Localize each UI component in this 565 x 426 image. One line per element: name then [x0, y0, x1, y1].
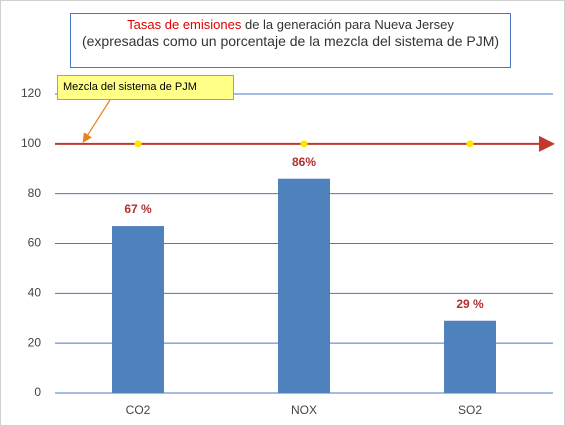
- chart-title: de la generación para Nueva Jersey: [244, 17, 454, 32]
- y-tick-label: 120: [21, 86, 41, 100]
- reference-marker: [134, 140, 142, 148]
- x-tick-label: NOX: [291, 403, 317, 417]
- data-label: 67 %: [124, 202, 152, 216]
- bar: [278, 178, 330, 393]
- annotation: Mezcla del sistema de PJM: [57, 75, 234, 100]
- annotation-arrow: [82, 99, 111, 143]
- chart-title-highlight: Tasas de emisiones: [127, 17, 242, 32]
- data-label: 86%: [292, 155, 316, 169]
- x-tick-label: CO2: [126, 403, 151, 417]
- x-tick-label: SO2: [458, 403, 482, 417]
- y-tick-label: 0: [34, 385, 41, 399]
- y-tick-label: 100: [21, 136, 41, 150]
- y-tick-label: 20: [28, 335, 42, 349]
- reference-marker: [466, 140, 474, 148]
- reference-marker: [300, 140, 308, 148]
- bar: [444, 320, 496, 393]
- bar: [112, 226, 164, 393]
- y-tick-label: 40: [28, 286, 42, 300]
- y-tick-label: 60: [28, 236, 42, 250]
- data-label: 29 %: [456, 297, 484, 311]
- chart-subtitle: (expresadas como un porcentaje de la mez…: [81, 33, 500, 49]
- title-box: Tasas de emisiones de la generación para…: [70, 13, 511, 68]
- y-tick-label: 80: [28, 186, 42, 200]
